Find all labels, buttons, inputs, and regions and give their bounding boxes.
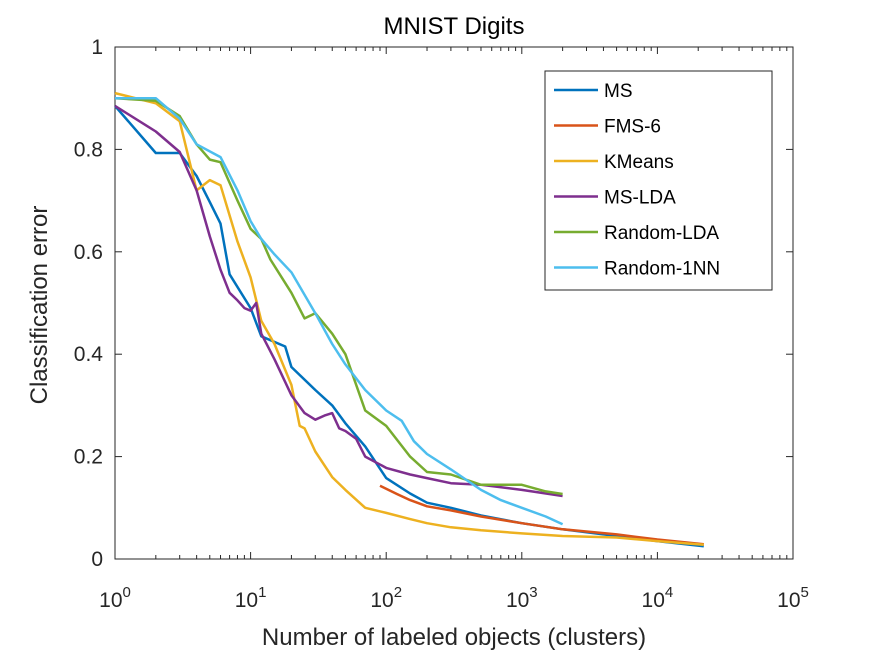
x-axis-label: Number of labeled objects (clusters) <box>262 624 646 651</box>
y-tick-label: 0.8 <box>74 138 103 161</box>
legend-entry: Random-LDA <box>604 223 719 244</box>
y-tick-label: 0.2 <box>74 446 103 469</box>
legend-entry: KMeans <box>604 152 674 173</box>
legend-entry: FMS-6 <box>604 117 661 138</box>
series-line-fms-6 <box>379 484 704 546</box>
legend-box <box>544 70 773 291</box>
y-tick-label: 0.4 <box>74 343 104 366</box>
series-line-kmeans <box>114 91 704 546</box>
legend: MS FMS-6 KMeans MS-LDA Random-LDA Random-1NN <box>544 70 773 291</box>
series-line-random-lda <box>114 96 563 496</box>
x-tick-label: 103 <box>506 584 538 612</box>
series-lines <box>114 91 704 548</box>
series-line-ms-lda <box>114 104 563 498</box>
series-line-random-1nn <box>115 96 564 526</box>
x-tick-label: 105 <box>777 584 809 612</box>
y-tick-label: 0.6 <box>74 241 103 264</box>
legend-entry: Random-1NN <box>604 259 720 280</box>
y-tick-label: 0 <box>91 548 103 571</box>
y-tick-label: 1 <box>91 36 103 59</box>
legend-entry: MS-LDA <box>604 188 676 209</box>
x-tick-label: 101 <box>235 584 267 612</box>
legend-entry: MS <box>604 81 633 102</box>
x-tick-label: 100 <box>99 584 131 612</box>
chart-title: MNIST Digits <box>384 13 525 40</box>
x-tick-label: 104 <box>642 584 674 612</box>
axis-ticks: 100 101 102 103 104 105 0 0.2 0.4 0.6 0.8 1 <box>74 36 809 612</box>
y-axis-label: Classification error <box>26 206 53 405</box>
x-tick-label: 102 <box>370 584 402 612</box>
